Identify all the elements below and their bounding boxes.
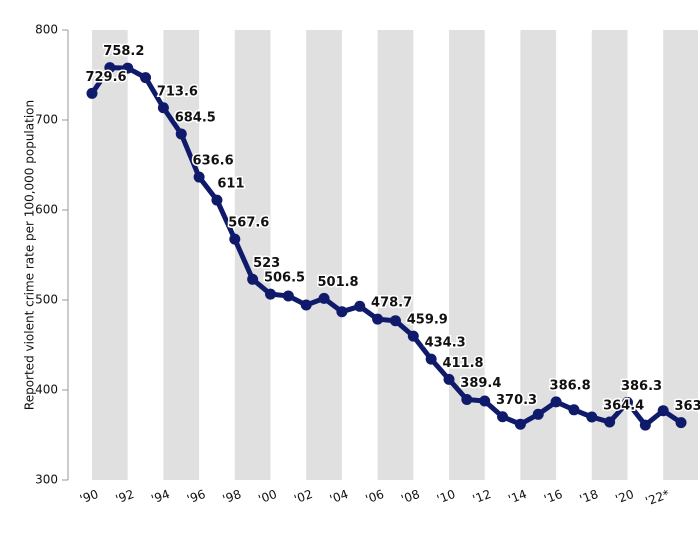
y-tick-label: 400 (35, 383, 58, 397)
value-label: 523 (253, 256, 280, 271)
point (407, 330, 419, 342)
band (663, 30, 698, 480)
point (532, 408, 544, 420)
band (163, 30, 200, 480)
value-label: 370.3 (496, 393, 537, 408)
value-label: 434.3 (425, 336, 466, 351)
x-tick-label: '92 (114, 487, 136, 507)
point (497, 411, 509, 423)
point (675, 417, 687, 429)
point (157, 102, 169, 114)
x-tick-label: '14 (506, 487, 528, 507)
y-axis-title: Reported violent crime rate per 100,000 … (23, 100, 37, 410)
x-tick-label: '12 (471, 487, 493, 507)
value-label: 363.8 (674, 399, 700, 414)
point (586, 411, 598, 423)
point (461, 394, 473, 406)
x-tick-label: '94 (149, 487, 171, 507)
value-label: 729.6 (85, 70, 126, 85)
x-tick-label: '96 (185, 487, 207, 507)
band (306, 30, 342, 480)
value-label: 713.6 (157, 84, 198, 99)
series-line (89, 65, 683, 428)
x-tick-label: '22* (644, 487, 672, 509)
point (247, 273, 259, 285)
point (639, 419, 651, 431)
band (377, 30, 414, 480)
value-label: 758.2 (103, 44, 144, 59)
x-tick-label: '90 (78, 487, 100, 507)
x-tick-label: '02 (292, 487, 314, 507)
point (354, 300, 366, 312)
value-label: 389.4 (460, 376, 501, 391)
x-tick-label: '06 (364, 487, 386, 507)
point (479, 395, 491, 407)
band (92, 30, 128, 480)
value-label: 611 (217, 177, 244, 192)
y-tick-label: 800 (35, 23, 58, 37)
background-bands (92, 30, 698, 480)
x-tick-label: '16 (542, 487, 564, 507)
point (175, 128, 187, 140)
value-label: 501.8 (317, 275, 358, 290)
y-tick-label: 300 (35, 473, 58, 487)
value-label: 411.8 (442, 356, 483, 371)
point (568, 404, 580, 416)
band (591, 30, 628, 480)
value-label: 386.3 (621, 379, 662, 394)
point (282, 290, 294, 302)
x-tick-label: '04 (328, 487, 350, 507)
value-label: 459.9 (407, 313, 448, 328)
point (122, 62, 134, 74)
x-tick-label: '98 (221, 487, 243, 507)
x-tick-label: '20 (613, 487, 635, 507)
point (265, 288, 276, 300)
value-label: 478.7 (371, 296, 412, 311)
value-label: 567.6 (228, 216, 269, 231)
point (622, 396, 633, 408)
point (318, 292, 330, 304)
point (193, 171, 205, 183)
y-tick-label: 700 (35, 113, 58, 127)
value-label: 684.5 (175, 110, 216, 125)
value-label: 506.5 (264, 271, 305, 286)
value-label: 386.8 (550, 378, 591, 393)
x-tick-label: '08 (399, 487, 421, 507)
y-tick-label: 600 (35, 203, 58, 217)
point (229, 233, 241, 245)
point (550, 396, 562, 408)
x-tick-label: '18 (578, 487, 600, 507)
point (86, 87, 98, 99)
point (300, 299, 312, 311)
point (211, 194, 223, 206)
point (389, 315, 401, 327)
point (140, 72, 152, 84)
point (104, 62, 116, 74)
value-label: 636.6 (193, 154, 234, 169)
point (425, 353, 437, 365)
point (443, 373, 455, 385)
value-label: 364.4 (603, 399, 644, 414)
point (657, 405, 669, 417)
band (449, 30, 485, 480)
x-tick-label: '00 (256, 487, 278, 507)
y-tick-label: 500 (35, 293, 58, 307)
point (514, 418, 526, 430)
point (604, 416, 616, 428)
point (336, 306, 348, 318)
x-tick-label: '10 (435, 487, 457, 507)
point (372, 313, 384, 325)
